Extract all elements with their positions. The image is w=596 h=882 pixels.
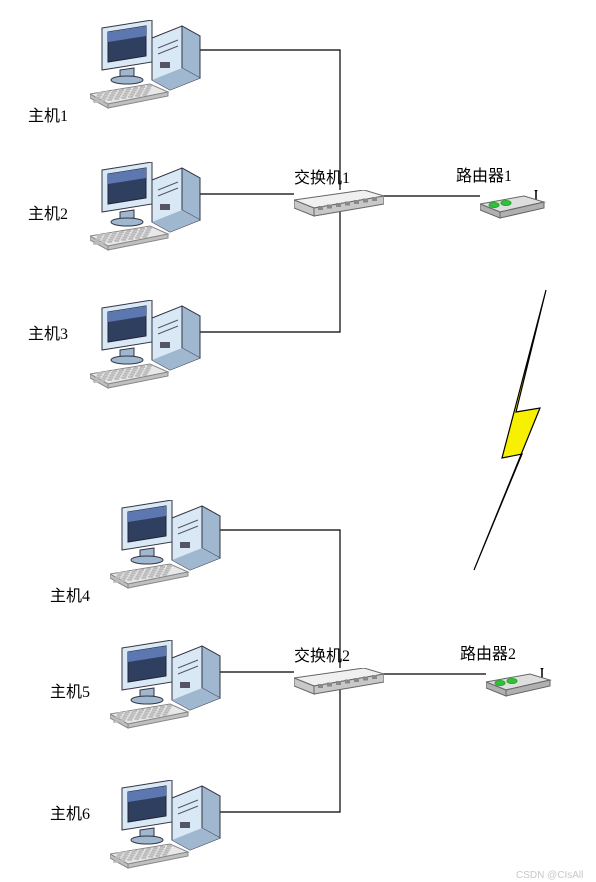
router-2 (486, 668, 556, 703)
watermark: CSDN @CIsAll (516, 870, 583, 881)
switch-2 (294, 668, 384, 701)
label-host5: 主机5 (50, 678, 90, 702)
lightning-icon (474, 290, 546, 570)
pc-host3 (90, 300, 210, 401)
label-host4: 主机4 (50, 582, 90, 606)
label-router1: 路由器1 (456, 162, 512, 186)
switch-1 (294, 190, 384, 223)
link-layer (0, 0, 596, 882)
label-router2: 路由器2 (460, 640, 516, 664)
router-1 (480, 190, 550, 225)
pc-host1 (90, 20, 210, 121)
label-host2: 主机2 (28, 200, 68, 224)
diagram-canvas: 主机1 主机2 主机3 主机4 主机5 主机6 交换机1 交换机2 路由器1 路… (0, 0, 596, 882)
label-switch1: 交换机1 (294, 164, 350, 188)
label-host6: 主机6 (50, 800, 90, 824)
label-host3: 主机3 (28, 320, 68, 344)
pc-host4 (110, 500, 230, 601)
label-switch2: 交换机2 (294, 642, 350, 666)
pc-host2 (90, 162, 210, 263)
label-host1: 主机1 (28, 102, 68, 126)
pc-host6 (110, 780, 230, 881)
pc-host5 (110, 640, 230, 741)
